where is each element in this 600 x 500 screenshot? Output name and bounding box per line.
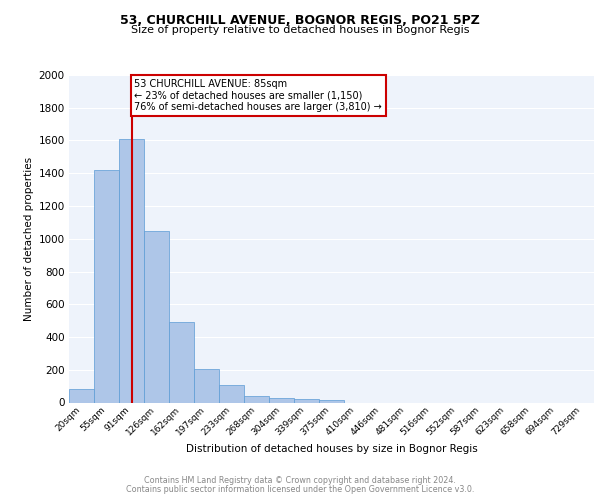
Text: 53, CHURCHILL AVENUE, BOGNOR REGIS, PO21 5PZ: 53, CHURCHILL AVENUE, BOGNOR REGIS, PO21… — [120, 14, 480, 27]
Bar — [269, 398, 294, 402]
Text: Contains HM Land Registry data © Crown copyright and database right 2024.: Contains HM Land Registry data © Crown c… — [144, 476, 456, 485]
Bar — [294, 399, 319, 402]
Bar — [319, 400, 344, 402]
Y-axis label: Number of detached properties: Number of detached properties — [25, 156, 34, 321]
Bar — [244, 396, 269, 402]
Bar — [194, 369, 219, 402]
Bar — [169, 322, 194, 402]
Bar — [219, 386, 244, 402]
Text: Size of property relative to detached houses in Bognor Regis: Size of property relative to detached ho… — [131, 25, 469, 35]
Bar — [119, 139, 144, 402]
X-axis label: Distribution of detached houses by size in Bognor Regis: Distribution of detached houses by size … — [185, 444, 478, 454]
Bar — [94, 170, 119, 402]
Text: 53 CHURCHILL AVENUE: 85sqm
← 23% of detached houses are smaller (1,150)
76% of s: 53 CHURCHILL AVENUE: 85sqm ← 23% of deta… — [134, 79, 382, 112]
Bar — [69, 390, 94, 402]
Bar — [144, 230, 169, 402]
Text: Contains public sector information licensed under the Open Government Licence v3: Contains public sector information licen… — [126, 485, 474, 494]
